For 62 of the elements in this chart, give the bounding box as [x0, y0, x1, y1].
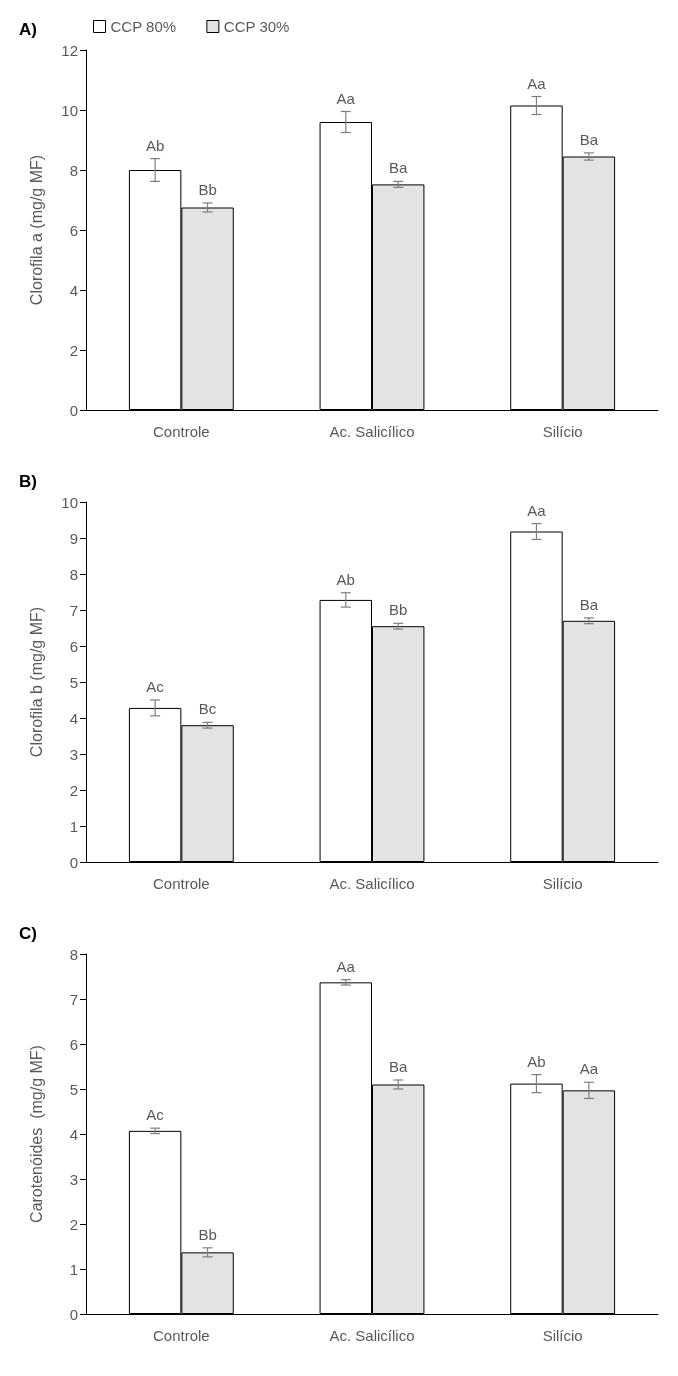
x-tick-label: Controle: [152, 423, 210, 440]
x-tick-label: Controle: [152, 1327, 210, 1344]
x-tick-label: Silício: [542, 423, 583, 440]
x-tick-label: Ac. Salicílico: [329, 1327, 415, 1344]
data-label: Ab: [145, 136, 165, 154]
y-tick-label: 6: [69, 221, 78, 239]
y-tick-label: 0: [69, 853, 78, 871]
data-label: Ba: [579, 595, 599, 613]
data-label: Bc: [198, 700, 217, 718]
y-axis-title: Carotenóides (mg/g MF): [27, 1045, 45, 1223]
y-tick-label: 4: [69, 281, 78, 299]
data-label: Bb: [198, 181, 217, 198]
y-tick-label: 8: [69, 565, 78, 583]
chart-title: B): [19, 472, 37, 491]
y-tick-label: 2: [69, 341, 78, 359]
data-label: Aa: [336, 89, 356, 107]
data-label: Aa: [527, 501, 547, 519]
y-tick-label: 1: [69, 817, 78, 835]
x-tick-label: Controle: [152, 875, 210, 892]
data-label: Ab: [336, 570, 355, 588]
data-label: Ba: [389, 159, 409, 177]
chart-title: A): [19, 20, 37, 39]
chart-title: C): [19, 924, 37, 943]
legend-label: CCP 80%: [110, 18, 177, 35]
data-label: Ba: [579, 130, 599, 148]
y-tick-label: 0: [69, 1305, 78, 1323]
x-tick-label: Ac. Salicílico: [329, 875, 415, 892]
y-tick-label: 6: [69, 1035, 78, 1053]
y-tick-label: 4: [69, 1125, 78, 1143]
x-tick-label: Silício: [542, 875, 583, 892]
y-tick-label: 9: [69, 529, 78, 547]
data-label: Aa: [336, 957, 356, 975]
y-tick-label: 8: [69, 945, 78, 963]
y-tick-label: 10: [61, 493, 78, 511]
y-tick-label: 1: [69, 1260, 78, 1278]
y-tick-label: 3: [69, 745, 78, 763]
y-tick-label: 2: [69, 781, 78, 799]
y-tick-label: 6: [69, 637, 78, 655]
x-tick-label: Silício: [542, 1327, 583, 1344]
y-tick-label: 10: [61, 101, 78, 119]
y-axis-title: Clorofila b (mg/g MF): [27, 606, 45, 758]
data-label: Aa: [527, 74, 547, 92]
y-axis-title: Clorofila a (mg/g MF): [27, 154, 45, 306]
data-label: Bb: [198, 1225, 217, 1243]
y-tick-label: 2: [69, 1215, 78, 1233]
x-tick-label: Ac. Salicílico: [329, 423, 415, 440]
y-tick-label: 5: [69, 673, 78, 691]
y-tick-label: 8: [69, 161, 78, 179]
y-tick-label: 4: [69, 709, 78, 727]
y-tick-label: 0: [69, 401, 78, 419]
data-label: Aa: [579, 1060, 599, 1078]
y-tick-label: 12: [61, 41, 78, 59]
data-label: Ab: [527, 1052, 546, 1070]
data-label: Ac: [146, 1106, 165, 1124]
y-tick-label: 3: [69, 1170, 78, 1188]
data-label: Ba: [389, 1058, 409, 1075]
legend-label: CCP 30%: [223, 18, 290, 35]
y-tick-label: 5: [69, 1080, 78, 1098]
y-tick-label: 7: [69, 601, 78, 619]
data-label: Bb: [389, 601, 408, 619]
y-tick-label: 7: [69, 990, 78, 1008]
data-label: Ac: [146, 678, 165, 695]
